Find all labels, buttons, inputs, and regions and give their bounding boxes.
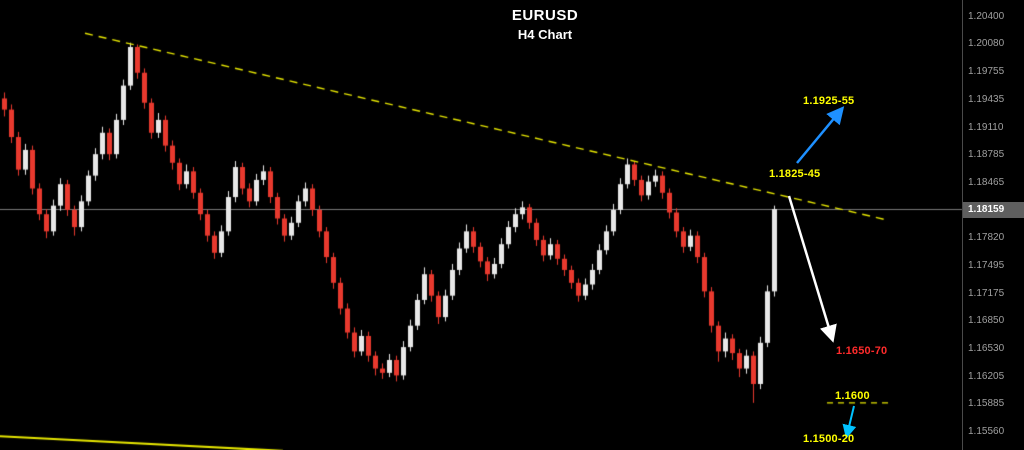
chart-symbol: EURUSD — [511, 7, 579, 24]
annotation-target-up: 1.1925-55 — [803, 95, 855, 107]
price-axis-label: 1.19435 — [968, 93, 1005, 105]
price-axis-label: 1.16530 — [968, 342, 1005, 354]
chart-timeframe: H4 Chart — [517, 27, 573, 42]
price-axis[interactable]: 1.20400 1.20080 1.19755 1.19435 1.19110 1.187… — [962, 0, 1024, 450]
price-axis-label: 1.18465 — [968, 176, 1005, 188]
chart-title: EURUSD H4 Chart — [465, 7, 625, 42]
price-axis-label: 1.16850 — [968, 315, 1005, 327]
price-axis-label: 1.19755 — [968, 66, 1005, 78]
price-axis-label: 1.17820 — [968, 232, 1005, 244]
price-axis-label: 1.18785 — [968, 149, 1005, 161]
price-axis-label: 1.17495 — [968, 260, 1005, 272]
price-axis-label: 1.19110 — [968, 121, 1004, 133]
current-price-tag: 1.18159 — [963, 201, 1024, 218]
annotation-target-down: 1.1650-70 — [836, 345, 888, 357]
price-axis-label: 1.20400 — [968, 11, 1005, 22]
annotation-supply-zone: 1.1825-45 — [769, 168, 821, 180]
annotation-support-level: 1.1600 — [835, 390, 870, 402]
annotation-lower-target: 1.1500-20 — [803, 433, 855, 445]
price-axis-label: 1.15560 — [968, 426, 1005, 437]
price-axis-label: 1.15885 — [968, 398, 1005, 410]
price-axis-label: 1.16205 — [968, 370, 1005, 382]
price-axis-label: 1.20080 — [968, 38, 1005, 50]
price-axis-label: 1.17175 — [968, 287, 1005, 299]
